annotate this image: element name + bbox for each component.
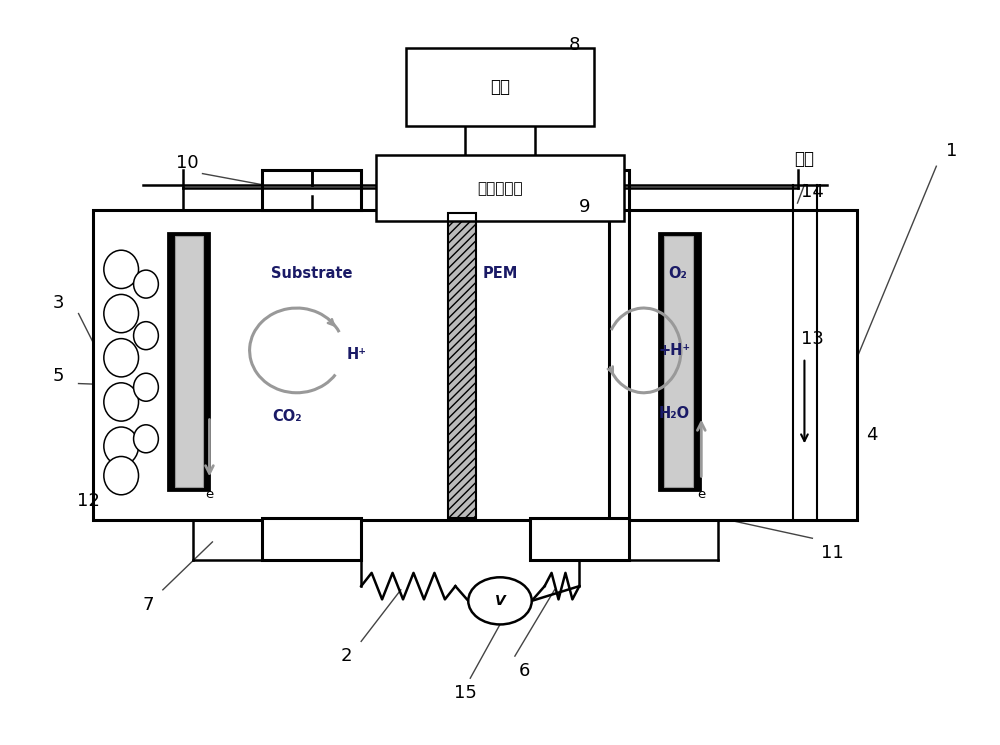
Ellipse shape: [134, 373, 158, 402]
Text: H⁺: H⁺: [346, 346, 366, 361]
Text: 2: 2: [341, 647, 352, 665]
Bar: [376, 155, 624, 221]
Bar: [175, 236, 202, 486]
Text: 温度控制器: 温度控制器: [477, 181, 523, 196]
Text: 8: 8: [569, 36, 580, 54]
Text: PEM: PEM: [482, 265, 518, 281]
Text: 空气: 空气: [794, 150, 814, 168]
Text: 10: 10: [176, 153, 199, 171]
Ellipse shape: [104, 427, 139, 466]
Bar: [629, 210, 857, 520]
Text: 15: 15: [454, 684, 477, 702]
Text: H₂O: H₂O: [659, 405, 690, 420]
Ellipse shape: [104, 457, 139, 495]
Text: 7: 7: [142, 595, 154, 614]
Ellipse shape: [104, 294, 139, 333]
Ellipse shape: [134, 322, 158, 349]
Ellipse shape: [134, 425, 158, 453]
Text: 14: 14: [801, 183, 824, 201]
Ellipse shape: [104, 339, 139, 377]
Text: +H⁺: +H⁺: [659, 343, 691, 358]
Bar: [530, 170, 629, 210]
Bar: [659, 232, 700, 490]
Text: e: e: [697, 487, 705, 501]
Bar: [262, 170, 361, 210]
Text: 6: 6: [519, 662, 530, 680]
Text: 12: 12: [77, 492, 100, 510]
Text: 1: 1: [946, 142, 957, 160]
Text: 电源: 电源: [490, 78, 510, 96]
Text: 9: 9: [579, 197, 590, 216]
Text: 4: 4: [866, 426, 878, 444]
Text: CO₂: CO₂: [272, 409, 302, 424]
Bar: [664, 236, 693, 486]
Text: V: V: [495, 594, 505, 608]
Ellipse shape: [134, 270, 158, 298]
Text: 13: 13: [801, 330, 824, 349]
Text: 11: 11: [821, 544, 844, 562]
Text: O₂: O₂: [669, 265, 687, 281]
Bar: [262, 519, 361, 560]
Bar: [448, 213, 476, 519]
Text: 5: 5: [53, 367, 64, 385]
Bar: [168, 232, 209, 490]
Text: e: e: [205, 487, 214, 501]
Bar: [530, 519, 629, 560]
Text: 3: 3: [53, 294, 64, 311]
Ellipse shape: [104, 250, 139, 288]
Ellipse shape: [104, 383, 139, 421]
Bar: [448, 213, 476, 519]
Circle shape: [468, 577, 532, 624]
Text: Substrate: Substrate: [271, 265, 352, 281]
Bar: [93, 210, 609, 520]
Bar: [448, 213, 476, 519]
Bar: [406, 48, 594, 126]
